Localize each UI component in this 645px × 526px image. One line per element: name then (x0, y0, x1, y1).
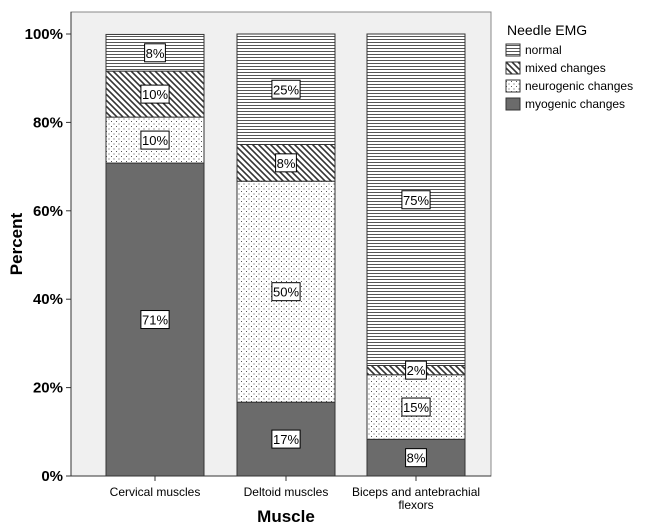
bars-layer (105, 33, 466, 477)
data-label-box (271, 282, 301, 302)
data-label-neurogenic-changes-deltoid-muscles: 50% (271, 282, 301, 302)
y-tick-label: 20% (33, 380, 63, 397)
x-tick-label-biceps-and-antebrachial-flexors: flexors (398, 498, 433, 512)
data-label-myogenic-changes-cervical-muscles: 71% (140, 310, 170, 330)
data-label-box (275, 153, 297, 173)
data-label-neurogenic-changes-cervical-muscles: 10% (140, 130, 170, 150)
data-label-text: 75% (403, 193, 429, 208)
data-label-box (405, 360, 427, 380)
data-label-text: 71% (142, 313, 168, 328)
data-label-box (140, 310, 170, 330)
y-axis-title: Percent (7, 212, 26, 275)
bar-segment-mixed-changes-deltoid-muscles (236, 144, 336, 182)
axes-layer: 0% 20% 40% 60% 80% 100% Cervical muscles Deltoi… (25, 12, 491, 512)
data-label-box (140, 84, 170, 104)
data-label-text: 2% (407, 363, 426, 378)
legend-item-normal: normal (505, 43, 562, 57)
y-tick-label: 100% (25, 26, 63, 43)
legend-swatch (505, 97, 521, 111)
legend-item-myogenic-changes: myogenic changes (505, 97, 625, 111)
data-label-mixed-changes-deltoid-muscles: 8% (275, 153, 297, 173)
legend-item-mixed-changes: mixed changes (505, 61, 606, 75)
legend-label: mixed changes (525, 61, 606, 75)
data-label-box (271, 79, 301, 99)
data-label-normal-deltoid-muscles: 25% (271, 79, 301, 99)
data-label-text: 17% (273, 432, 299, 447)
data-label-text: 8% (277, 156, 296, 171)
data-label-normal-cervical-muscles: 8% (144, 43, 166, 63)
legend-item-neurogenic-changes: neurogenic changes (505, 79, 633, 93)
data-label-text: 50% (273, 285, 299, 300)
data-label-box (144, 43, 166, 63)
legend-swatch (505, 43, 521, 57)
data-label-mixed-changes-cervical-muscles: 10% (140, 84, 170, 104)
legend: Needle EMG normal mixed changes neurogenic … (505, 22, 633, 111)
legend-label: neurogenic changes (525, 79, 633, 93)
legend-label: normal (525, 43, 562, 57)
legend-swatch (505, 61, 521, 75)
legend-title: Needle EMG (507, 22, 587, 38)
data-label-box (401, 397, 431, 417)
data-label-normal-biceps-and-antebrachial-flexors: 75% (401, 190, 431, 210)
x-axis-title: Muscle (257, 507, 315, 526)
x-tick-label-biceps-and-antebrachial-flexors: Biceps and antebrachial (352, 485, 480, 499)
y-tick-label: 40% (33, 291, 63, 308)
data-label-text: 10% (142, 87, 168, 102)
data-label-mixed-changes-biceps-and-antebrachial-flexors: 2% (405, 360, 427, 380)
data-label-box (405, 448, 427, 468)
legend-label: myogenic changes (525, 97, 625, 111)
data-label-box (271, 429, 301, 449)
x-tick-label-cervical-muscles: Cervical muscles (110, 485, 201, 499)
x-tick-label-deltoid-muscles: Deltoid muscles (244, 485, 329, 499)
data-label-text: 25% (273, 82, 299, 97)
y-tick-label: 60% (33, 203, 63, 220)
data-label-box (140, 130, 170, 150)
data-label-myogenic-changes-deltoid-muscles: 17% (271, 429, 301, 449)
data-label-box (401, 190, 431, 210)
data-label-text: 8% (146, 46, 165, 61)
data-labels-layer: 71% 10% 10% 8% 17% 50% 8% 25% 8% 15% 2% 75% (140, 43, 431, 468)
data-label-myogenic-changes-biceps-and-antebrachial-flexors: 8% (405, 448, 427, 468)
data-label-neurogenic-changes-biceps-and-antebrachial-flexors: 15% (401, 397, 431, 417)
data-label-text: 8% (407, 451, 426, 466)
y-tick-label: 80% (33, 114, 63, 131)
legend-swatch (505, 79, 521, 93)
data-label-text: 10% (142, 133, 168, 148)
data-label-text: 15% (403, 400, 429, 415)
y-tick-label: 0% (41, 468, 63, 485)
